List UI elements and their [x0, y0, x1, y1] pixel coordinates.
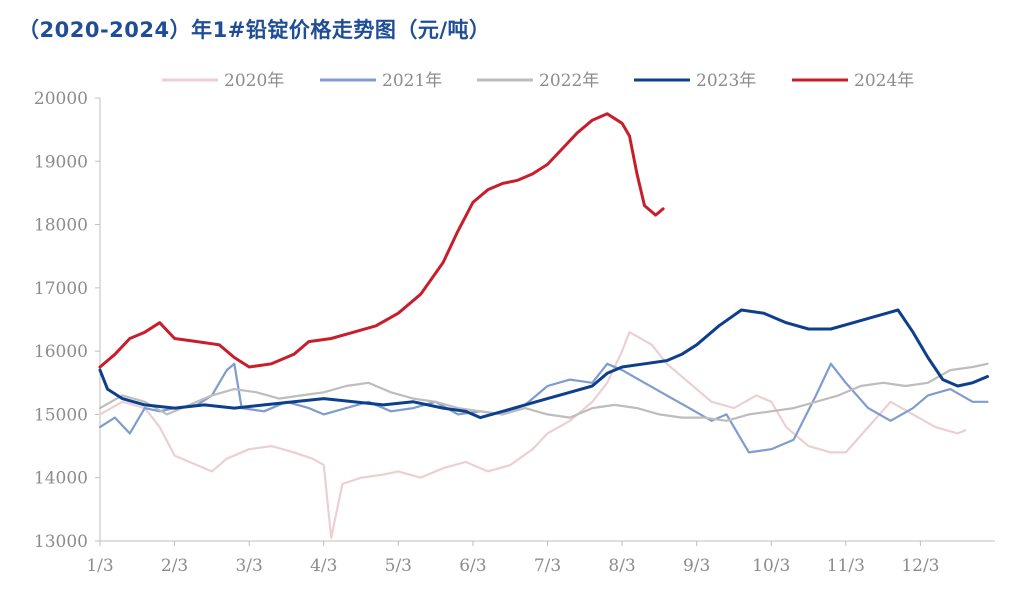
x-tick-label: 7/3 [534, 556, 561, 576]
chart-title: （2020-2024）年1#铅锭价格走势图（元/吨） [18, 18, 491, 42]
x-tick-label: 8/3 [608, 556, 635, 576]
x-tick-label: 1/3 [86, 556, 113, 576]
legend-label: 2022年 [539, 71, 599, 91]
y-tick-label: 15000 [34, 405, 88, 425]
series-line-2023年 [98, 308, 989, 420]
x-tick-label: 6/3 [459, 556, 486, 576]
legend-label: 2023年 [696, 71, 756, 91]
x-tick-label: 3/3 [235, 556, 262, 576]
x-tick-label: 5/3 [385, 556, 412, 576]
legend-label: 2024年 [854, 71, 914, 91]
legend: 2020年 2021年 2022年 2023年 2024年 [162, 71, 914, 91]
y-tick-label: 16000 [34, 342, 88, 362]
x-tick-label: 4/3 [310, 556, 337, 576]
x-tick-label: 11/3 [827, 556, 865, 576]
y-tick-label: 17000 [34, 279, 88, 299]
x-tick-label: 9/3 [683, 556, 710, 576]
y-tick-label: 20000 [34, 89, 88, 109]
series-line-2022年 [98, 362, 989, 422]
y-tick-label: 19000 [34, 152, 88, 172]
y-tick-label: 13000 [34, 532, 88, 552]
y-tick-label: 14000 [34, 469, 88, 489]
axes: 13000 14000 15000 16000 17000 18000 19000 20000… [34, 89, 995, 576]
y-tick-label: 18000 [34, 216, 88, 236]
x-tick-label: 10/3 [752, 556, 790, 576]
legend-label: 2020年 [224, 71, 284, 91]
series-line-2020年 [98, 331, 967, 539]
series-line-2024年 [98, 112, 665, 369]
x-tick-label: 12/3 [901, 556, 939, 576]
legend-label: 2021年 [382, 71, 442, 91]
x-tick-label: 2/3 [161, 556, 188, 576]
series-lines [98, 112, 989, 539]
